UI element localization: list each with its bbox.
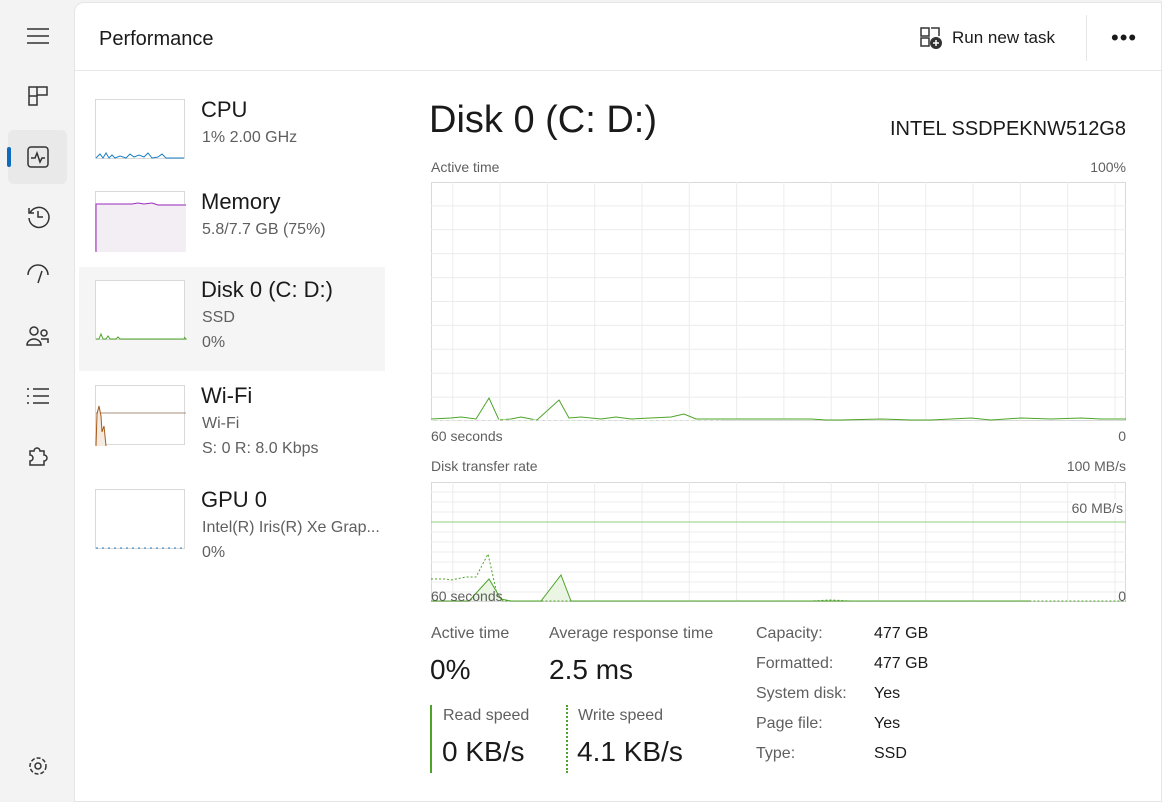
read-speed-label: Read speed xyxy=(443,707,530,724)
property-value: 477 GB xyxy=(874,625,929,642)
device-info: 1% 2.00 GHz xyxy=(202,129,298,146)
chart1-xleft: 60 seconds xyxy=(431,428,503,444)
chart2-max: 100 MB/s xyxy=(1066,458,1126,474)
property-value: SSD xyxy=(874,745,907,762)
write-series xyxy=(431,552,1126,602)
details-icon[interactable] xyxy=(8,369,67,423)
active-time-value: 0% xyxy=(430,654,471,685)
divider xyxy=(1086,15,1087,61)
property-value: Yes xyxy=(874,685,901,702)
run-new-task-label: Run new task xyxy=(952,28,1055,47)
device-info-2: 0% xyxy=(202,544,226,561)
chart1-label: Active time xyxy=(431,159,500,175)
services-icon[interactable] xyxy=(8,429,67,483)
property-label: Type: xyxy=(756,745,796,762)
page-title: Performance xyxy=(99,28,214,50)
device-thumbnail xyxy=(95,280,188,340)
startup-apps-icon[interactable] xyxy=(8,249,67,303)
run-task-icon xyxy=(920,27,942,49)
property-value: 477 GB xyxy=(874,655,929,672)
performance-icon[interactable] xyxy=(7,130,67,184)
device-info: 5.8/7.7 GB (75%) xyxy=(202,221,326,238)
device-thumbnail xyxy=(95,191,186,252)
device-item[interactable]: CPU 1% 2.00 GHz xyxy=(79,87,385,191)
device-item[interactable]: Memory 5.8/7.7 GB (75%) xyxy=(79,179,385,283)
write-speed-marker xyxy=(566,705,568,773)
property-label: Page file: xyxy=(756,715,823,732)
response-time-label: Average response time xyxy=(549,625,714,642)
property-label: Formatted: xyxy=(756,655,834,672)
chart2-mid: 60 MB/s xyxy=(1071,500,1123,516)
chart1-xright: 0 xyxy=(1118,428,1126,444)
device-thumbnail xyxy=(95,385,186,447)
header: Performance Run new task ••• xyxy=(75,3,1161,71)
transfer-rate-chart xyxy=(431,482,1126,602)
users-icon[interactable] xyxy=(8,309,67,363)
nav-rail xyxy=(0,0,74,802)
main-panel: Performance Run new task ••• CPU 1% 2.00… xyxy=(74,2,1162,802)
property-value: Yes xyxy=(874,715,901,732)
more-options-button[interactable]: ••• xyxy=(1111,25,1138,50)
device-thumbnail xyxy=(95,99,185,159)
device-info: Wi-Fi xyxy=(202,415,240,432)
chart2-xleft: 60 seconds xyxy=(431,588,503,604)
settings-icon[interactable] xyxy=(8,739,67,793)
active-time-series xyxy=(430,396,1126,421)
device-info-2: 0% xyxy=(202,334,226,351)
device-name: GPU 0 xyxy=(201,487,268,512)
write-speed-value: 4.1 KB/s xyxy=(577,736,683,767)
disk-title: Disk 0 (C: D:) xyxy=(429,99,657,141)
device-item[interactable]: Disk 0 (C: D:) SSD 0% xyxy=(79,267,385,371)
active-time-chart xyxy=(430,182,1126,421)
app-history-icon[interactable] xyxy=(8,190,67,244)
device-thumbnail xyxy=(95,489,186,549)
disk-model: INTEL SSDPEKNW512G8 xyxy=(889,118,1126,140)
active-time-label: Active time xyxy=(431,625,510,642)
device-info: Intel(R) Iris(R) Xe Grap... xyxy=(202,519,380,536)
response-time-value: 2.5 ms xyxy=(549,654,634,685)
processes-icon[interactable] xyxy=(8,69,67,123)
hamburger-icon[interactable] xyxy=(8,9,67,63)
property-label: Capacity: xyxy=(756,625,823,642)
device-item[interactable]: Wi-Fi Wi-Fi S: 0 R: 8.0 Kbps xyxy=(79,373,385,477)
device-name: Wi-Fi xyxy=(201,383,253,408)
device-info-2: S: 0 R: 8.0 Kbps xyxy=(202,440,319,457)
device-item[interactable]: GPU 0 Intel(R) Iris(R) Xe Grap... 0% xyxy=(79,477,385,581)
chart2-xright: 0 xyxy=(1118,588,1126,604)
device-name: Disk 0 (C: D:) xyxy=(201,277,333,302)
property-label: System disk: xyxy=(756,685,847,702)
chart2-label: Disk transfer rate xyxy=(431,458,538,474)
write-speed-label: Write speed xyxy=(578,707,664,724)
device-name: Memory xyxy=(201,189,281,214)
device-info: SSD xyxy=(202,309,235,326)
chart1-max: 100% xyxy=(1090,159,1126,175)
read-speed-marker xyxy=(430,705,432,773)
read-speed-value: 0 KB/s xyxy=(442,736,525,767)
run-new-task-button[interactable]: Run new task xyxy=(920,27,1055,49)
device-name: CPU xyxy=(201,97,248,122)
